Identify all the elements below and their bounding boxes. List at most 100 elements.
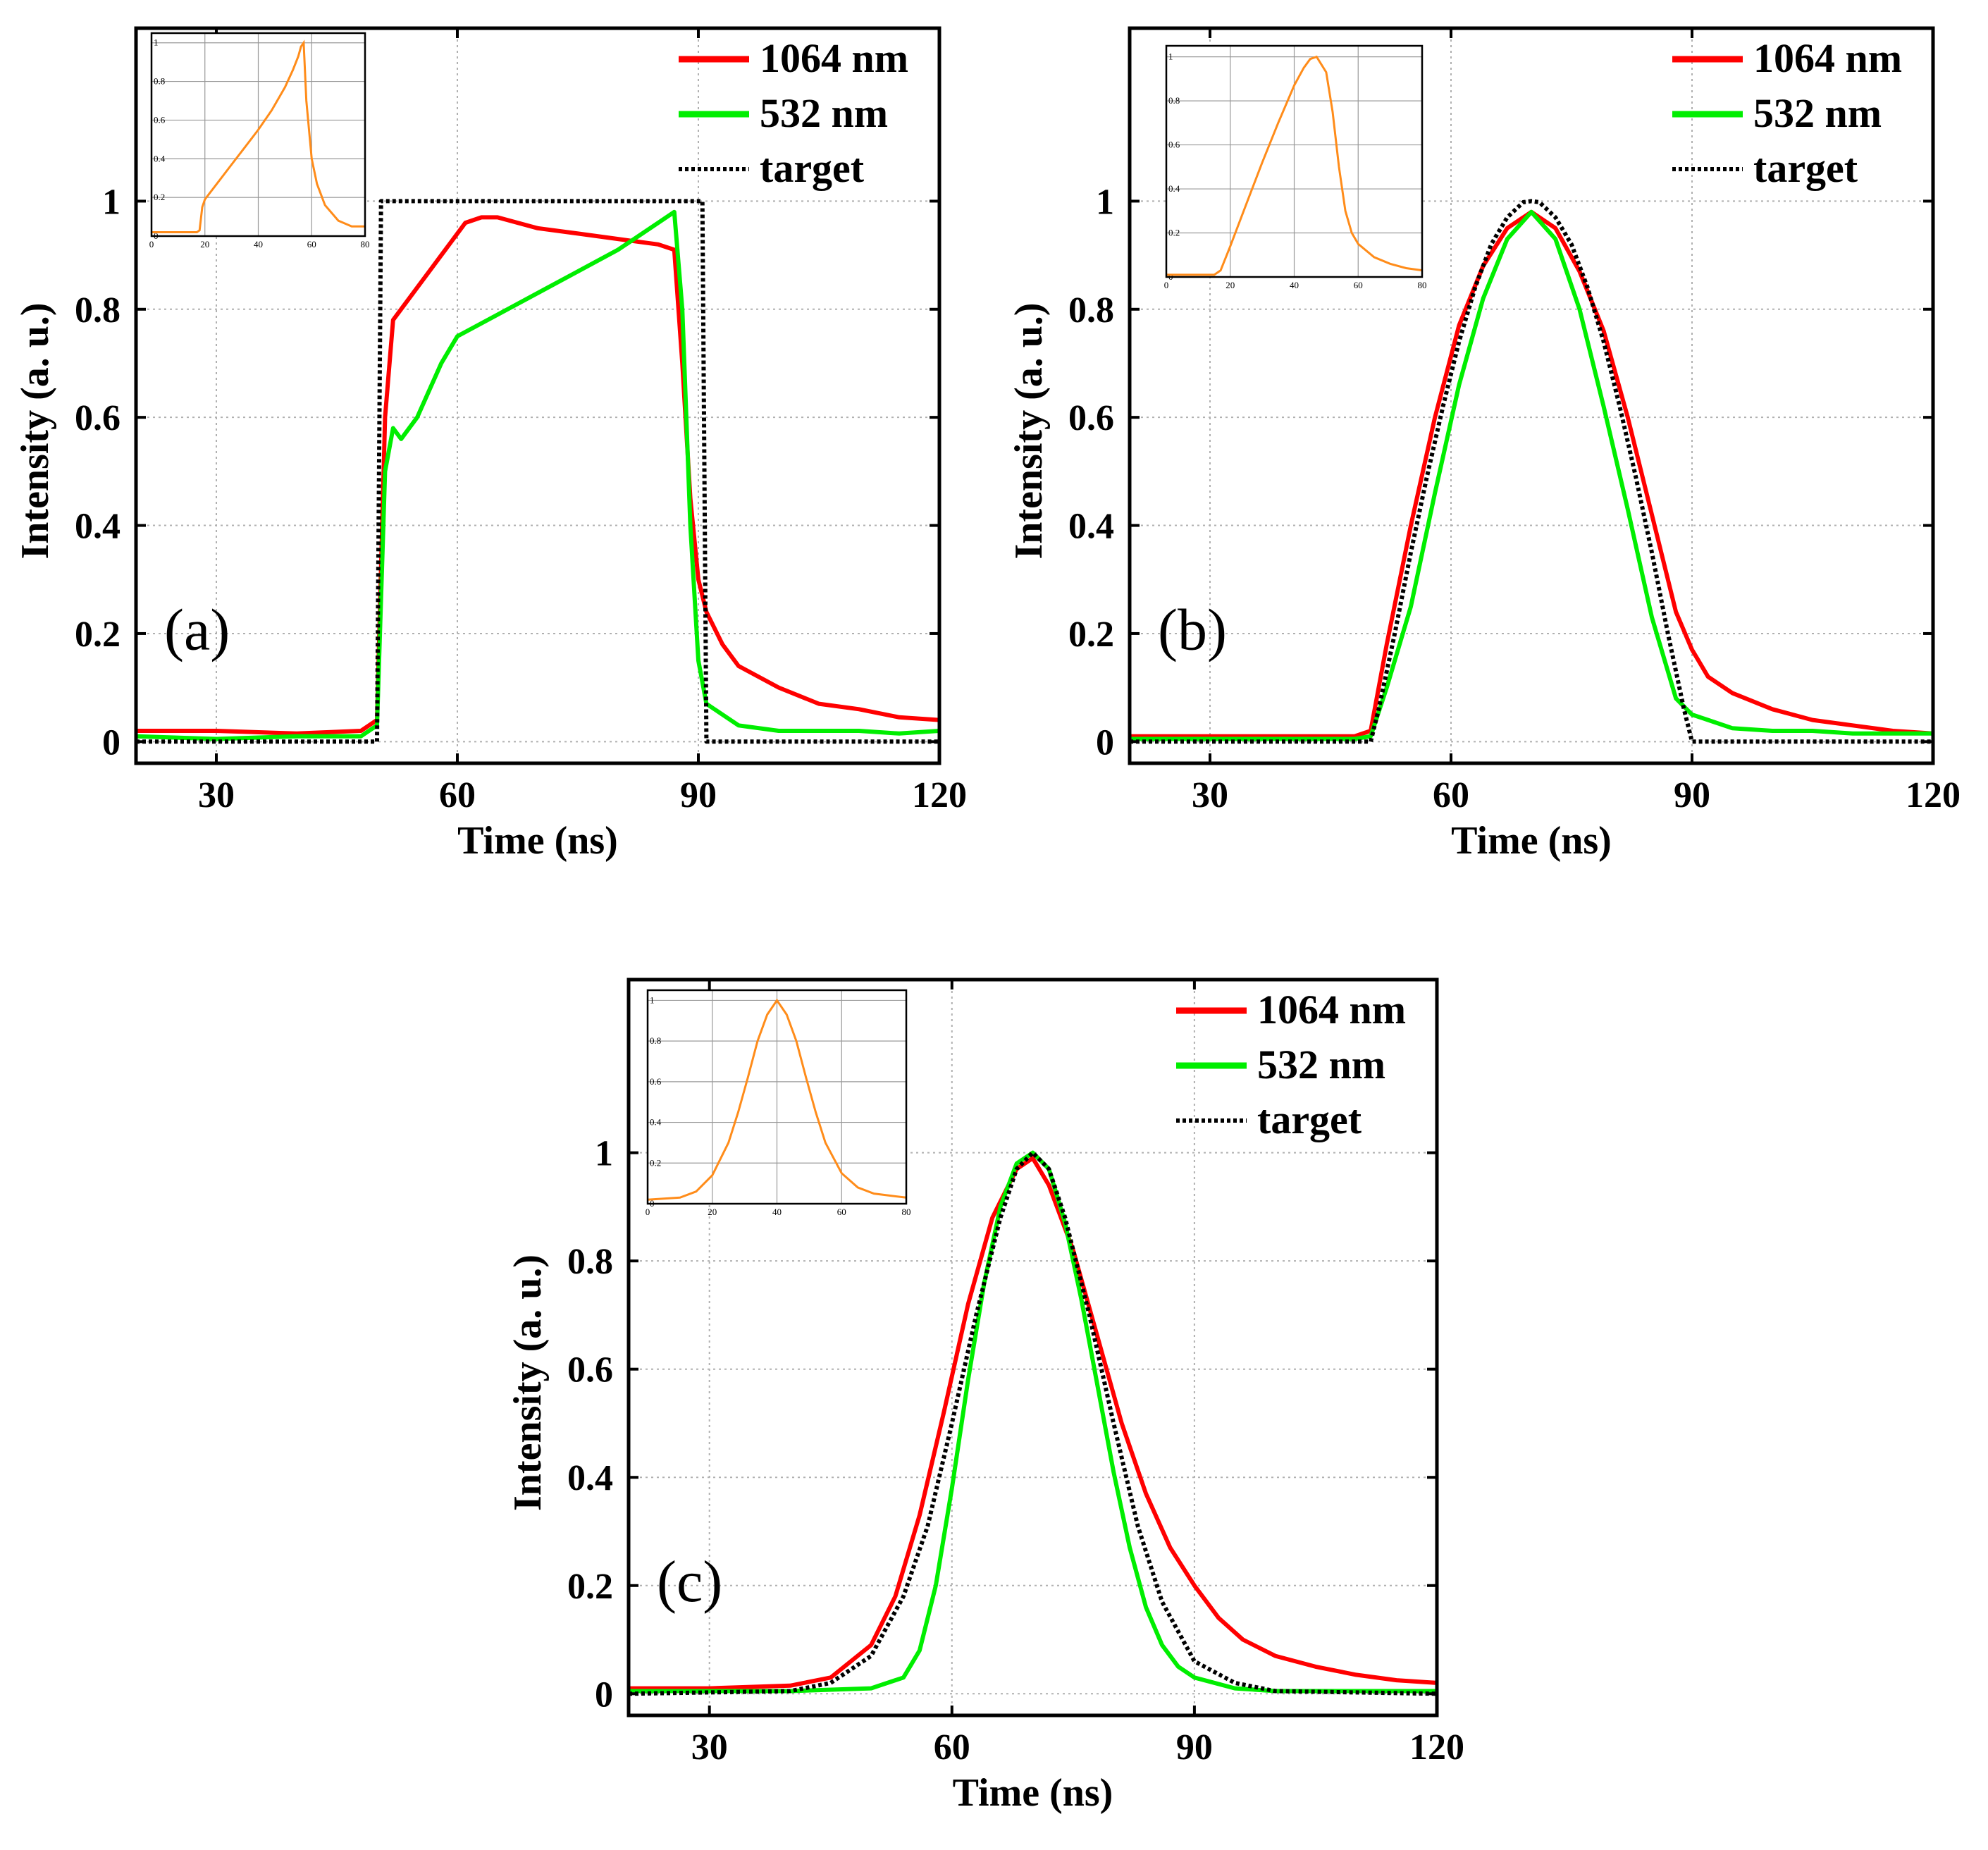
- x-axis-label: Time (ns): [457, 819, 618, 863]
- y-tick-label: 0: [595, 1675, 613, 1715]
- legend-label: target: [1753, 145, 1858, 191]
- y-tick-label: 0: [102, 722, 121, 763]
- inset-frame: [1165, 44, 1424, 278]
- series-line-target: [629, 1150, 1437, 1696]
- legend-label: 1064 nm: [1257, 987, 1406, 1032]
- inset-x-tick-label: 0: [149, 239, 154, 249]
- inset-x-tick-label: 20: [200, 239, 209, 249]
- x-tick-label: 120: [1906, 775, 1961, 815]
- y-tick-label: 0.2: [75, 615, 121, 655]
- legend-label: 1064 nm: [760, 35, 908, 81]
- axes-frame: [626, 978, 1439, 1718]
- legend-label: 1064 nm: [1753, 35, 1902, 81]
- y-tick-label: 0.2: [1068, 615, 1114, 655]
- inset-y-tick-label: 0.4: [1168, 183, 1180, 194]
- inset-y-tick-label: 0.8: [154, 76, 165, 87]
- inset-x-tick-label: 40: [772, 1207, 782, 1217]
- series-line-1064-nm: [629, 1156, 1437, 1691]
- inset-y-tick-label: 0.6: [650, 1076, 662, 1087]
- inset-y-tick-label: 0.2: [1168, 228, 1180, 238]
- y-tick-label: 0.8: [1068, 290, 1114, 331]
- x-tick-label: 30: [1192, 775, 1228, 815]
- x-tick-label: 30: [691, 1727, 728, 1768]
- inset-y-tick-label: 1: [154, 37, 159, 48]
- y-tick-label: 1: [595, 1134, 613, 1174]
- legend-label: target: [760, 145, 865, 191]
- x-axis-label: Time (ns): [953, 1771, 1113, 1815]
- series-line-532-nm: [136, 209, 939, 741]
- y-tick-label: 1: [102, 182, 121, 222]
- x-tick-label: 120: [1409, 1727, 1464, 1768]
- y-tick-label: 0.6: [75, 398, 121, 438]
- inset-x-tick-label: 20: [708, 1207, 717, 1217]
- x-tick-label: 60: [934, 1727, 970, 1768]
- legend-label: 532 nm: [760, 90, 888, 136]
- inset-y-tick-label: 0.2: [650, 1157, 661, 1168]
- inset-frame: [646, 989, 908, 1205]
- y-tick-label: 0.8: [567, 1242, 613, 1282]
- series-line-1064-nm: [1130, 209, 1933, 739]
- inset-series-line: [647, 998, 907, 1201]
- x-tick-label: 90: [1674, 775, 1710, 815]
- panel-label: (c): [657, 1549, 722, 1615]
- inset-x-tick-label: 80: [361, 239, 370, 249]
- inset-y-tick-label: 0.2: [154, 192, 165, 202]
- axes-frame: [1128, 26, 1935, 765]
- inset-frame: [150, 32, 366, 238]
- y-tick-label: 0.2: [567, 1567, 613, 1607]
- legend-label: 532 nm: [1257, 1042, 1385, 1087]
- inset-x-tick-label: 60: [837, 1207, 846, 1217]
- inset-x-tick-label: 40: [254, 239, 263, 249]
- inset-y-tick-label: 0.4: [154, 153, 166, 164]
- y-tick-label: 0: [1096, 722, 1114, 763]
- x-tick-label: 60: [1433, 775, 1469, 815]
- y-tick-label: 1: [1096, 182, 1114, 222]
- panel-label: (b): [1158, 597, 1227, 662]
- series-line-target: [136, 199, 939, 744]
- y-axis-label: Intensity (a. u.): [1007, 302, 1051, 559]
- inset-series-line: [152, 39, 365, 233]
- legend-label: target: [1257, 1097, 1362, 1142]
- series-line-target: [1130, 199, 1933, 744]
- x-axis-label: Time (ns): [1451, 819, 1612, 863]
- inset-x-tick-label: 0: [1164, 280, 1169, 290]
- y-tick-label: 0.6: [1068, 398, 1114, 438]
- inset-x-tick-label: 80: [902, 1207, 911, 1217]
- inset-y-tick-label: 0.8: [1168, 95, 1180, 106]
- y-axis-label: Intensity (a. u.): [506, 1254, 550, 1511]
- inset-series-line: [1166, 55, 1423, 276]
- x-tick-label: 90: [1176, 1727, 1213, 1768]
- x-tick-label: 90: [680, 775, 717, 815]
- inset-y-tick-label: 0.8: [650, 1035, 661, 1046]
- legend-label: 532 nm: [1753, 90, 1882, 136]
- inset-y-tick-label: 0.6: [1168, 140, 1180, 150]
- inset-y-tick-label: 0.4: [650, 1117, 662, 1128]
- x-tick-label: 120: [912, 775, 967, 815]
- axes-frame: [134, 26, 941, 765]
- y-axis-label: Intensity (a. u.): [13, 302, 57, 559]
- inset-y-tick-label: 0.6: [154, 114, 166, 125]
- inset-x-tick-label: 60: [1354, 280, 1363, 290]
- y-tick-label: 0.6: [567, 1350, 613, 1390]
- panel-label: (a): [164, 597, 230, 662]
- inset-x-tick-label: 20: [1225, 280, 1235, 290]
- inset-y-tick-label: 1: [1168, 51, 1173, 62]
- inset-x-tick-label: 80: [1418, 280, 1427, 290]
- y-tick-label: 0.4: [1068, 507, 1114, 547]
- x-tick-label: 60: [439, 775, 476, 815]
- inset-y-tick-label: 1: [650, 994, 655, 1005]
- x-tick-label: 30: [198, 775, 235, 815]
- inset-x-tick-label: 40: [1290, 280, 1299, 290]
- inset-x-tick-label: 60: [307, 239, 316, 249]
- y-tick-label: 0.4: [567, 1458, 613, 1498]
- y-tick-label: 0.4: [75, 507, 121, 547]
- y-tick-label: 0.8: [75, 290, 121, 331]
